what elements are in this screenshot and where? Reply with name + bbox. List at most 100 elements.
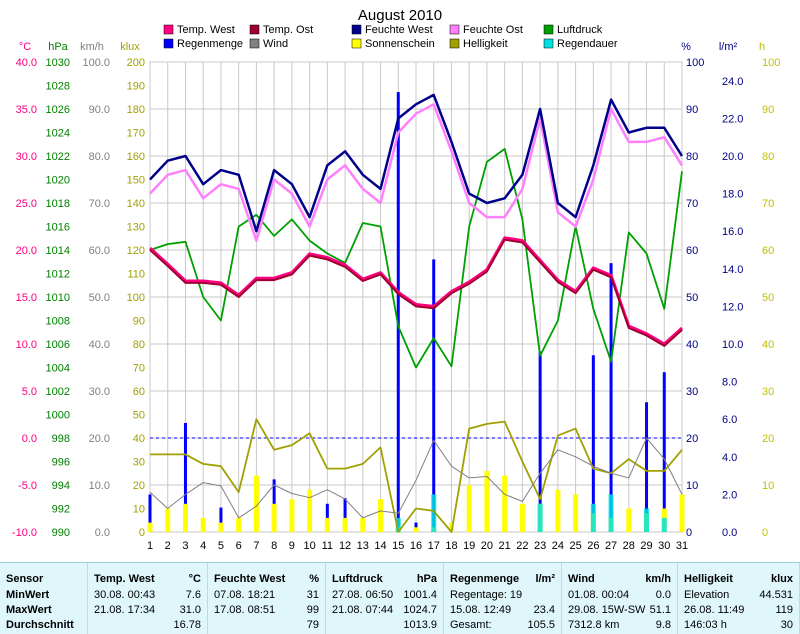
legend-label: Regenmenge (177, 38, 243, 50)
axis-unit-hours: h (759, 41, 765, 53)
legend-label: Feuchte West (365, 24, 433, 36)
tick-label-press: 1024 (46, 128, 70, 140)
tick-label-hours: 80 (762, 151, 774, 163)
stats-column: Helligkeit klux Elevation 44.531 26.08. 11:4… (678, 563, 800, 634)
tick-label-x: 4 (200, 540, 206, 552)
tick-label-press: 1028 (46, 81, 70, 93)
tick-label-x: 12 (339, 540, 351, 552)
tick-label-x: 16 (410, 540, 422, 552)
tick-label-press: 990 (52, 527, 70, 539)
tick-label-rain: 24.0 (722, 76, 743, 88)
tick-label-hum: 30 (686, 386, 698, 398)
line-luftdruck (149, 147, 683, 369)
tick-label-hours: 20 (762, 433, 774, 445)
line-feuchtewest (149, 93, 684, 233)
axis-unit-rain: l/m² (719, 41, 738, 53)
bar-sonnenschein (271, 503, 277, 532)
stats-row-value: 51.1 (649, 604, 671, 616)
tick-label-x: 22 (516, 540, 528, 552)
tick-label-x: 29 (640, 540, 652, 552)
tick-label-press: 992 (52, 504, 70, 516)
stats-row-value: 30 (780, 619, 793, 631)
tick-label-hum: 50 (686, 292, 698, 304)
stats-header: Feuchte West% (208, 571, 325, 587)
stats-row: 15.08. 12:49 23.4 (444, 602, 561, 618)
stats-row: 01.08. 00:04 0.0 (562, 587, 677, 603)
bar-regendauer (644, 508, 650, 532)
stats-header-unit: °C (188, 573, 201, 585)
tick-label-press: 1010 (46, 292, 70, 304)
tick-label-klux: 190 (127, 81, 145, 93)
tick-label-hours: 50 (762, 292, 774, 304)
bar-regenmenge (396, 92, 400, 532)
tick-label-temp: 20.0 (16, 245, 37, 257)
tick-label-wind: 70.0 (89, 198, 110, 210)
bar-series (147, 92, 685, 532)
stats-row-value: 7.6 (185, 589, 201, 601)
legend-swatch (163, 38, 174, 49)
tick-label-rain: 14.0 (722, 264, 743, 276)
tick-label-temp: 25.0 (16, 198, 37, 210)
bar-sonnenschein (484, 470, 490, 532)
axis-unit-hum: % (681, 41, 691, 53)
stats-header-unit: hPa (416, 573, 437, 585)
stats-row: 79 (208, 617, 325, 633)
stats-header: Helligkeit klux (678, 571, 799, 587)
stats-row: Durchschnitt (0, 617, 87, 633)
stats-row-value: 1013.9 (403, 619, 437, 631)
tick-label-x: 8 (271, 540, 277, 552)
stats-row-time: Regentage: 19 (450, 589, 523, 601)
stats-column: Regenmenge l/m² Regentage: 19 15.08. 12:49 2… (444, 563, 562, 634)
bar-regendauer (537, 503, 543, 532)
legend-swatch (249, 24, 260, 35)
bar-sonnenschein (502, 475, 508, 532)
tick-label-hum: 60 (686, 245, 698, 257)
bar-sonnenschein (626, 508, 632, 532)
stats-header-label: Helligkeit (684, 573, 733, 585)
tick-label-hours: 100 (762, 57, 780, 69)
tick-label-wind: 20.0 (89, 433, 110, 445)
stats-header-label: Luftdruck (332, 573, 383, 585)
tick-label-klux: 60 (133, 386, 145, 398)
tick-label-x: 19 (463, 540, 475, 552)
stats-row: 30.08. 00:43 7.6 (88, 587, 207, 603)
bar-regenmenge (645, 402, 649, 532)
tick-label-x: 13 (357, 540, 369, 552)
bar-regenmenge (538, 351, 542, 532)
tick-label-klux: 0 (139, 527, 145, 539)
tick-label-x: 18 (445, 540, 457, 552)
legend-swatch (163, 24, 174, 35)
tick-label-hours: 40 (762, 339, 774, 351)
stats-row-time: 30.08. 00:43 (94, 589, 156, 601)
stats-header: Luftdruck hPa (326, 571, 443, 587)
line-helligkeit (150, 418, 683, 533)
tick-label-x: 5 (218, 540, 224, 552)
tick-label-x: 30 (658, 540, 670, 552)
axis-labels: °C hPa km/h klux% l/m² h (19, 41, 765, 53)
bar-regenmenge (343, 498, 347, 532)
tick-label-rain: 10.0 (722, 339, 743, 351)
stats-header: Sensor (0, 571, 87, 587)
tick-label-hum: 40 (686, 339, 698, 351)
tick-label-press: 1008 (46, 316, 70, 328)
bar-regenmenge (219, 507, 223, 532)
stats-row: 17.08. 08:51 99 (208, 602, 325, 618)
bar-regenmenge (148, 494, 152, 532)
tick-label-x: 26 (587, 540, 599, 552)
stats-row-time: 27.08. 06:50 (332, 589, 394, 601)
line-feuchteost (149, 103, 684, 242)
stats-row-time: Elevation (684, 589, 730, 601)
axis-unit-klux: klux (120, 41, 140, 53)
tick-label-hum: 20 (686, 433, 698, 445)
stats-row-value: 99 (306, 604, 319, 616)
bar-regendauer (661, 517, 667, 532)
bar-sonnenschein (573, 494, 579, 532)
tick-label-klux: 30 (133, 457, 145, 469)
stats-header-unit: % (309, 573, 319, 585)
legend-swatch (543, 38, 554, 49)
tick-label-klux: 140 (127, 198, 145, 210)
legend-swatch (543, 24, 554, 35)
legend-swatch (351, 24, 362, 35)
stats-column: Feuchte West% 07.08. 18:21 31 17.08. 08:51 9… (208, 563, 326, 634)
tick-label-rain: 18.0 (722, 189, 743, 201)
